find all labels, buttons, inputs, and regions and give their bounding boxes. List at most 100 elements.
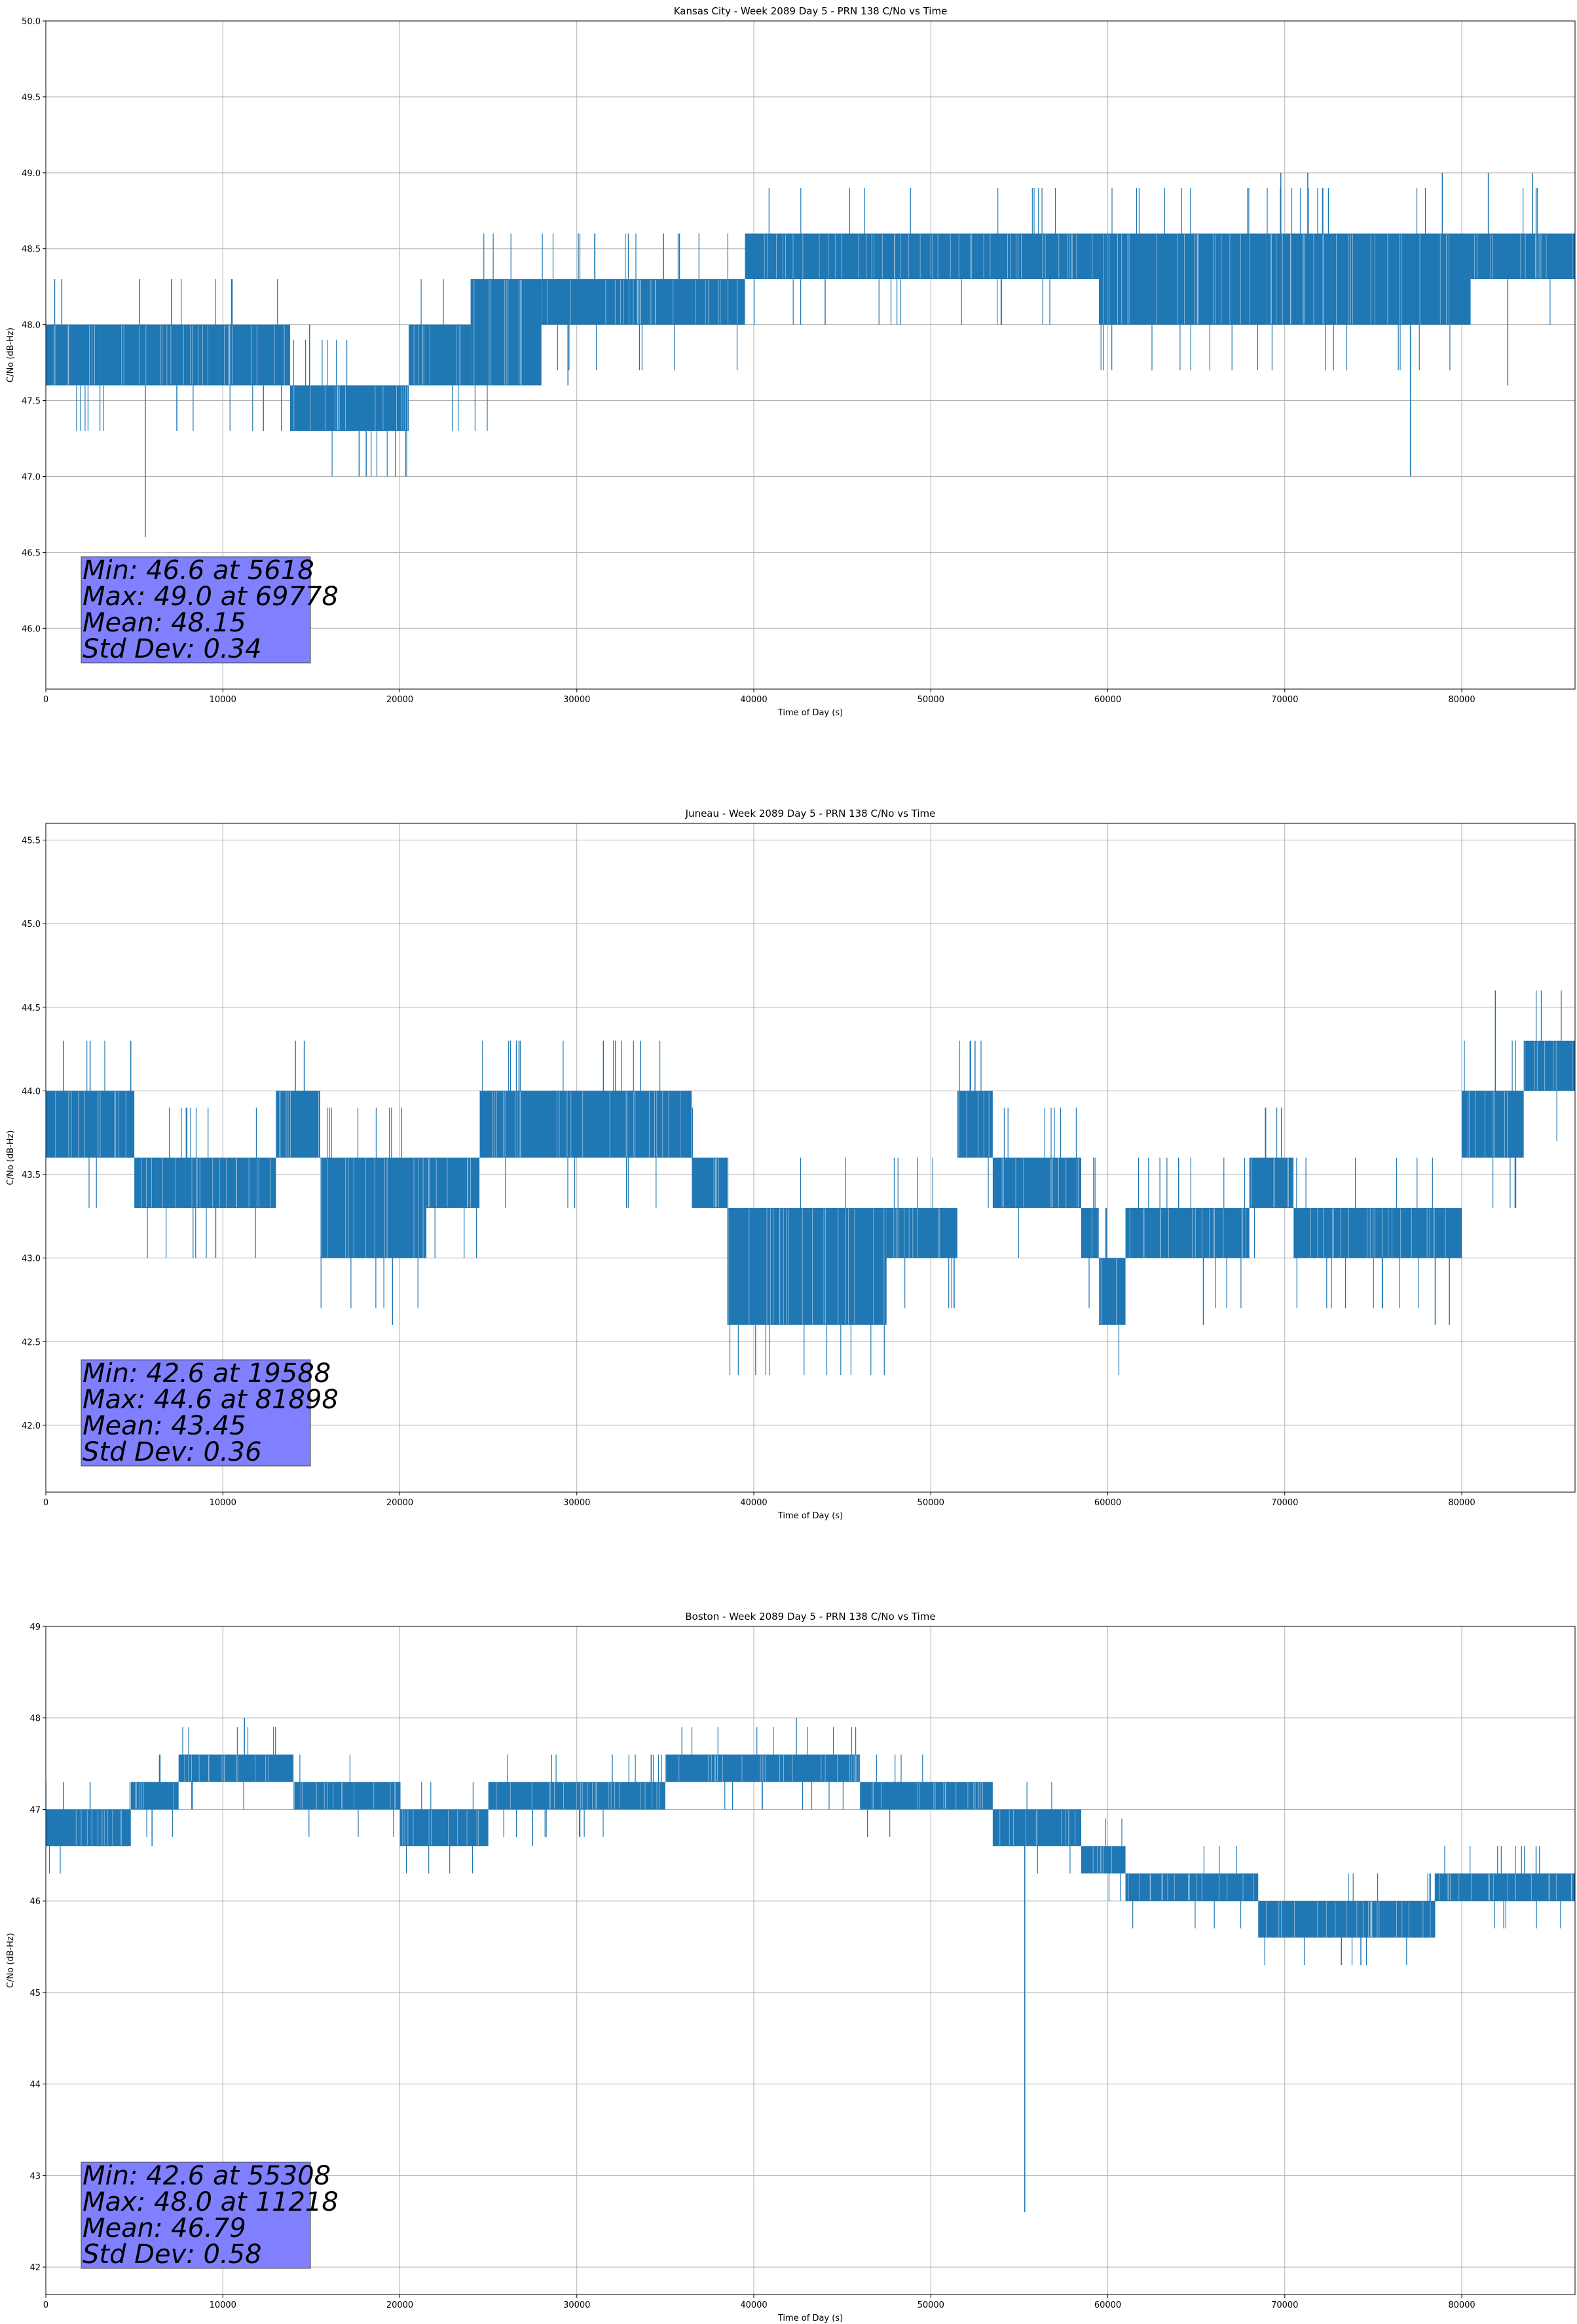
data-band — [727, 1208, 887, 1325]
data-band — [886, 1208, 957, 1258]
data-band — [1462, 1091, 1524, 1158]
data-gaps — [428, 1158, 471, 1208]
data-excursions — [1296, 1157, 1433, 1309]
y-tick-label: 46.0 — [22, 624, 41, 634]
y-tick-label: 49 — [29, 1622, 41, 1632]
data-excursions — [542, 233, 738, 371]
stats-std-dev: Std Dev: 0.58 — [83, 2240, 262, 2270]
data-gaps — [713, 1158, 719, 1208]
data-band — [541, 279, 745, 325]
data-excursions — [86, 1040, 105, 1209]
stats-std-dev: Std Dev: 0.36 — [83, 1437, 262, 1467]
data-gaps — [872, 1782, 983, 1809]
data-band — [1125, 1873, 1259, 1902]
data-band — [1249, 1157, 1294, 1209]
y-tick-label: 43.5 — [22, 1171, 41, 1180]
y-tick-label: 43.0 — [22, 1254, 41, 1264]
y-tick-label: 47.0 — [22, 472, 41, 482]
data-band — [1099, 1258, 1126, 1325]
data-excursions — [293, 339, 407, 477]
x-tick-label: 40000 — [740, 2300, 767, 2310]
data-gaps — [294, 1782, 396, 1809]
stats-min: Min: 42.6 at 55308 — [83, 2161, 331, 2191]
data-band — [130, 1782, 179, 1810]
data-band — [1470, 233, 1575, 280]
y-tick-label: 44 — [29, 2080, 41, 2090]
data-gaps — [1129, 1209, 1246, 1258]
x-tick-label: 10000 — [210, 2300, 236, 2310]
data-band — [1125, 1208, 1250, 1258]
x-tick-label: 10000 — [210, 1498, 236, 1508]
stats-box: Min: 42.6 at 19588 Max: 44.6 at 81898 Me… — [81, 1359, 339, 1467]
data-excursions — [100, 279, 282, 431]
data-excursions — [482, 1040, 661, 1209]
data-excursions — [147, 1107, 257, 1258]
stats-max: Max: 44.6 at 81898 — [83, 1385, 339, 1415]
data-band — [178, 1754, 294, 1782]
data-excursions — [727, 1157, 885, 1376]
x-tick-label: 80000 — [1448, 695, 1475, 705]
data-band — [293, 1782, 400, 1810]
x-tick-label: 50000 — [918, 1498, 944, 1508]
y-tick-label: 47.5 — [22, 397, 41, 407]
data-excursions — [320, 1107, 418, 1309]
data-gaps — [893, 1209, 940, 1258]
x-tick-label: 80000 — [1448, 1498, 1475, 1508]
data-gaps — [413, 325, 460, 385]
y-tick-label: 48.0 — [22, 321, 41, 331]
data-excursions — [399, 1782, 473, 1874]
stats-box: Min: 42.6 at 55308 Max: 48.0 at 11218 Me… — [81, 2161, 339, 2270]
x-tick-label: 30000 — [563, 1498, 590, 1508]
data-band — [692, 1157, 728, 1209]
data-excursions — [1138, 1157, 1245, 1309]
y-tick-label: 49.5 — [22, 93, 41, 103]
data-gaps — [293, 386, 408, 430]
data-excursions — [1444, 1846, 1561, 1929]
data-band — [1081, 1208, 1100, 1258]
stats-mean: Mean: 46.79 — [83, 2213, 246, 2243]
data-excursions — [1253, 1107, 1282, 1258]
x-tick-label: 80000 — [1448, 2300, 1475, 2310]
data-band — [289, 385, 409, 431]
data-band — [46, 1091, 135, 1158]
y-tick-label: 42 — [29, 2263, 41, 2273]
y-tick-label: 44.5 — [22, 1003, 41, 1013]
data-excursions — [754, 188, 1056, 325]
y-tick-label: 46.5 — [22, 548, 41, 558]
x-tick-label: 60000 — [1094, 1498, 1121, 1508]
data-gaps — [320, 1158, 424, 1258]
data-gaps — [1468, 1091, 1508, 1157]
x-tick-label: 50000 — [918, 2300, 944, 2310]
data-band — [276, 1091, 320, 1158]
data-gaps — [473, 280, 522, 385]
data-excursions — [76, 385, 88, 431]
y-tick-label: 42.0 — [22, 1421, 41, 1431]
stats-box-background — [81, 1359, 311, 1467]
data-gaps — [75, 1810, 122, 1846]
data-excursions — [474, 233, 511, 431]
x-tick-label: 60000 — [1094, 695, 1121, 705]
data-excursions — [1105, 1208, 1120, 1376]
data-excursions — [681, 1727, 857, 1810]
data-gaps — [1092, 1846, 1112, 1873]
y-tick-label: 44.0 — [22, 1087, 41, 1096]
data-excursions — [146, 1754, 173, 1837]
data-gaps — [999, 1810, 1076, 1846]
data-gaps — [1251, 1158, 1293, 1208]
x-axis-label: Time of Day (s) — [777, 2314, 843, 2323]
y-axis-label: C/No (dB-Hz) — [6, 1933, 16, 1988]
x-tick-label: 70000 — [1271, 2300, 1298, 2310]
x-tick-label: 30000 — [563, 2300, 590, 2310]
data-gaps — [1525, 1041, 1572, 1091]
data-gaps — [121, 325, 285, 385]
data-excursions — [299, 1754, 394, 1837]
y-tick-label: 50.0 — [22, 17, 41, 27]
axes-frame — [45, 1626, 1576, 2295]
data-excursions — [434, 1208, 477, 1258]
data-band — [399, 1809, 489, 1846]
axes-frame — [45, 20, 1576, 690]
y-tick-label: 42.5 — [22, 1338, 41, 1347]
x-tick-label: 20000 — [386, 2300, 413, 2310]
x-tick-label: 70000 — [1271, 1498, 1298, 1508]
y-tick-label: 45.0 — [22, 920, 41, 929]
